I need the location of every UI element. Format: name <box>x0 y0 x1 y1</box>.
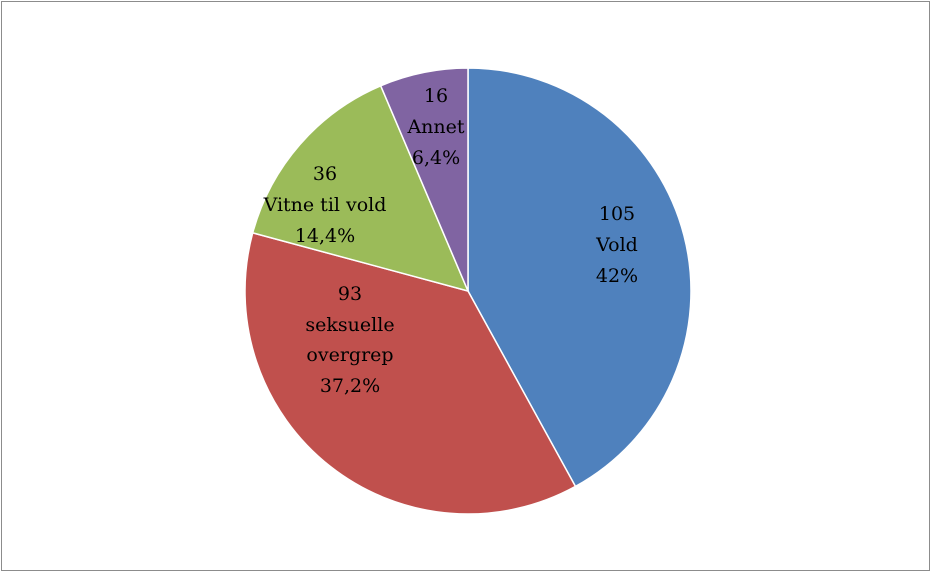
data-label-count: 105 <box>599 203 635 225</box>
data-label-category: Vold <box>595 234 638 256</box>
pie-slice <box>467 67 692 488</box>
data-label-percent: 6,4% <box>412 147 460 169</box>
data-label-percent: 37,2% <box>320 375 380 397</box>
data-label-category: Vitne til vold <box>263 194 387 216</box>
data-label-category: Annet <box>406 116 464 138</box>
pie-slice <box>379 67 469 292</box>
data-label-count: 36 <box>313 163 337 185</box>
data-label-count: 93 <box>338 283 362 305</box>
pie-slice <box>251 84 470 293</box>
data-label-percent: 42% <box>596 265 638 287</box>
data-label-percent: 14,4% <box>295 225 355 247</box>
data-label-category: seksuelle overgrep <box>305 314 394 366</box>
data-label-count: 16 <box>424 85 448 107</box>
pie-slice <box>244 231 577 515</box>
